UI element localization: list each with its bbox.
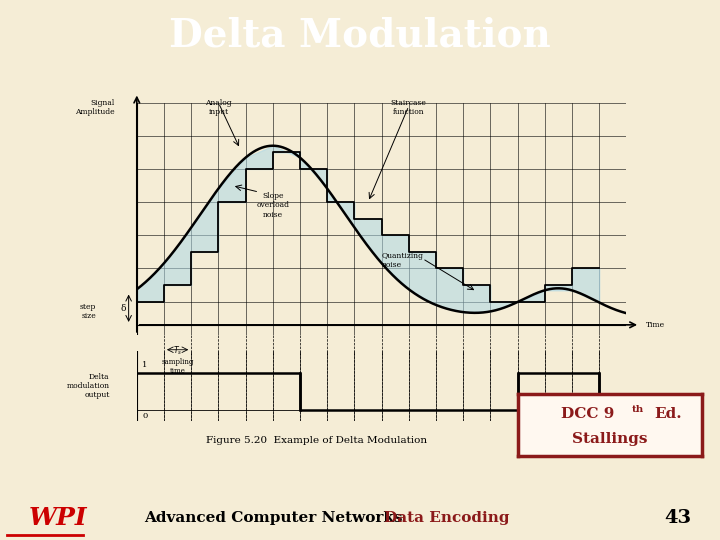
Text: Ed.: Ed.: [654, 407, 682, 421]
Text: Data Encoding: Data Encoding: [384, 511, 509, 525]
Text: 1: 1: [143, 361, 148, 369]
Text: Time: Time: [645, 321, 665, 329]
Text: DCC 9: DCC 9: [562, 407, 615, 421]
Text: $T_s$: $T_s$: [173, 345, 182, 357]
Text: δ: δ: [120, 304, 126, 313]
Text: Stallings: Stallings: [572, 432, 648, 446]
Text: Advanced Computer Networks: Advanced Computer Networks: [144, 511, 403, 525]
Text: Quantizing
noise: Quantizing noise: [382, 252, 423, 269]
Text: th: th: [632, 405, 644, 414]
Text: 0: 0: [143, 412, 148, 420]
Text: Slope
overload
noise: Slope overload noise: [256, 192, 289, 219]
Text: Figure 5.20  Example of Delta Modulation: Figure 5.20 Example of Delta Modulation: [206, 436, 428, 444]
Text: Signal
Amplitude: Signal Amplitude: [76, 99, 115, 117]
Text: step
size: step size: [80, 303, 96, 320]
Text: sampling
time: sampling time: [161, 358, 194, 375]
Text: Analog
input: Analog input: [205, 99, 232, 117]
Text: Staircase
function: Staircase function: [391, 99, 427, 117]
Text: Delta
modulation
output: Delta modulation output: [66, 373, 109, 399]
Text: 43: 43: [664, 509, 691, 526]
Text: WPI: WPI: [29, 506, 87, 530]
Text: Delta Modulation: Delta Modulation: [169, 16, 551, 54]
